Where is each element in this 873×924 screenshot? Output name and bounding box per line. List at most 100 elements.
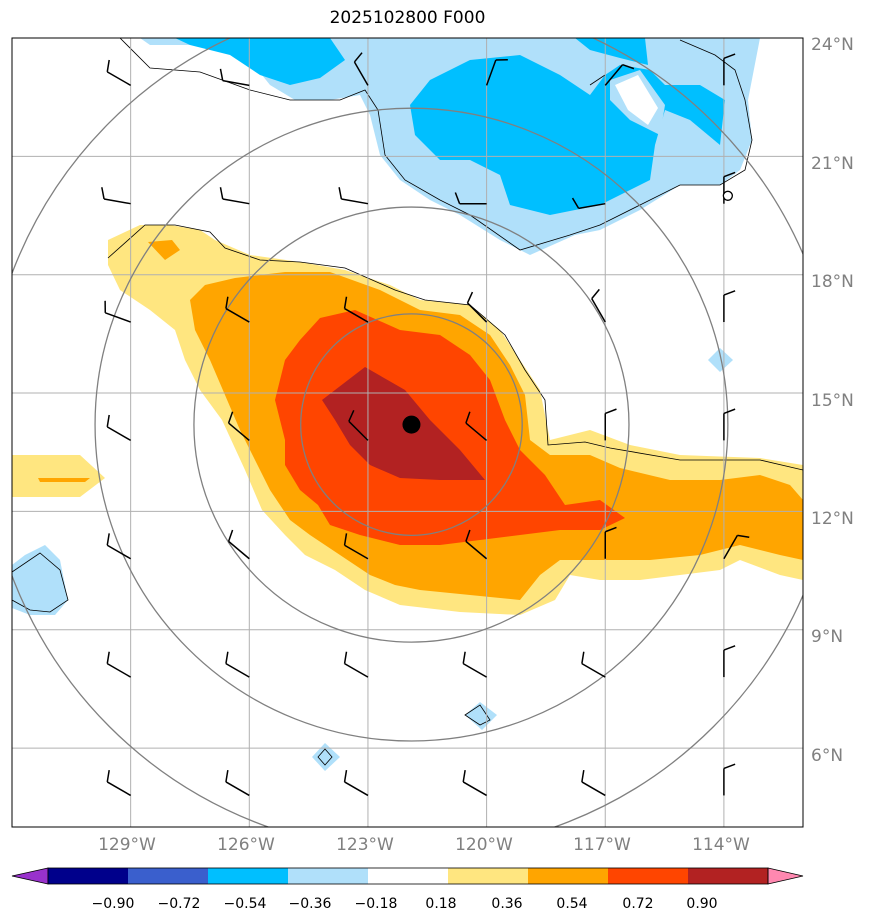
colorbar-swatch xyxy=(288,868,369,884)
colorbar-labels: −0.90 −0.72 −0.54 −0.36 −0.18 0.18 0.36 … xyxy=(92,896,718,912)
range-ring xyxy=(94,107,729,742)
contour-lines xyxy=(12,38,803,766)
wind-barb xyxy=(581,651,606,678)
wind-barb-flag xyxy=(225,296,229,309)
wind-barb-staff xyxy=(106,781,132,797)
colorbar-swatch xyxy=(448,868,529,884)
wind-barb-staff xyxy=(462,781,487,797)
wind-barb-staff xyxy=(103,198,131,205)
wind-barb-staff xyxy=(581,662,606,678)
storm-center-marker xyxy=(402,415,421,434)
wind-barb-flag xyxy=(343,769,348,783)
wind-barb xyxy=(571,197,606,210)
lon-label-120w: 120°W xyxy=(455,835,513,855)
wind-barb xyxy=(353,52,369,86)
wind-barb-staff xyxy=(106,544,132,560)
wind-barb xyxy=(581,769,606,797)
wind-barb xyxy=(604,408,617,441)
lat-label-9: 9°N xyxy=(811,627,843,647)
colorbar-outline xyxy=(47,867,769,885)
wind-barb-flag xyxy=(462,769,466,783)
wind-barb-flag xyxy=(604,408,617,415)
colorbar-swatch xyxy=(368,868,449,884)
colorbar-label: −0.18 xyxy=(355,896,398,912)
wind-barb-flag xyxy=(466,291,474,304)
colorbar-label: 0.54 xyxy=(556,896,587,912)
colorbar-label: 0.36 xyxy=(491,896,522,912)
colorbar-extend-high xyxy=(767,867,804,885)
wind-barb-staff xyxy=(723,534,739,560)
wind-barb xyxy=(343,296,369,323)
wind-barb-staff xyxy=(465,540,488,560)
lat-label-15: 15°N xyxy=(811,391,854,411)
lat-tick-labels: 24°N 21°N 18°N 15°N 12°N 9°N 6°N xyxy=(811,35,854,766)
wind-barb-flag xyxy=(465,529,471,542)
range-ring xyxy=(300,313,523,536)
wind-barb xyxy=(12,321,13,323)
wind-barb xyxy=(227,411,250,441)
wind-barb-staff xyxy=(12,794,13,796)
lon-label-126w: 126°W xyxy=(217,835,275,855)
colorbar-swatch xyxy=(208,868,289,884)
wind-barb xyxy=(485,59,508,86)
wind-barb xyxy=(723,408,736,441)
wind-barb-staff xyxy=(222,198,250,205)
wind-barb-flag xyxy=(219,68,224,81)
wind-barb-flag xyxy=(106,769,110,783)
wind-barb xyxy=(723,290,736,323)
colorbar-swatch xyxy=(48,868,129,884)
wind-barb xyxy=(219,187,250,205)
wind-barb-staff xyxy=(466,302,488,323)
wind-barb-staff xyxy=(12,676,13,678)
wind-barb-staff xyxy=(225,781,250,797)
wind-barb-flag xyxy=(454,192,461,204)
wind-barb-flag xyxy=(723,53,736,60)
wind-barb xyxy=(723,53,736,86)
wind-barb-staff xyxy=(578,202,606,210)
wind-barb-staff xyxy=(12,439,13,441)
wind-barb-flag xyxy=(106,414,110,428)
wind-barb xyxy=(348,410,369,441)
colorbar-label: 0.72 xyxy=(622,896,653,912)
wind-barb-flag xyxy=(106,59,110,72)
wind-barb xyxy=(604,63,635,86)
wind-barb xyxy=(12,439,13,441)
wind-barb xyxy=(101,187,131,205)
colorbar-label: −0.54 xyxy=(224,896,267,912)
wind-barb-flag xyxy=(581,651,585,664)
wind-barb-flag xyxy=(581,769,585,783)
wind-barb xyxy=(225,769,250,797)
wind-barb xyxy=(227,529,250,560)
wind-barb xyxy=(225,651,250,678)
wind-barb xyxy=(343,769,369,797)
wind-barb xyxy=(12,676,13,678)
wind-barb-staff xyxy=(225,662,250,678)
wind-barb-flag xyxy=(723,645,736,651)
wind-barb-flag xyxy=(723,408,736,415)
lon-label-117w: 117°W xyxy=(573,835,631,855)
range-rings xyxy=(12,38,803,827)
wind-barb-flag xyxy=(227,529,234,542)
wind-barb xyxy=(465,529,488,560)
wind-barb-flag xyxy=(343,296,348,309)
wind-barb-flag xyxy=(348,410,355,422)
wind-barb xyxy=(462,769,487,797)
wind-barb-staff xyxy=(341,198,369,205)
wind-barb-staff xyxy=(591,298,606,323)
colorbar-label: −0.90 xyxy=(92,896,135,912)
wind-barb xyxy=(12,84,13,86)
wind-barb xyxy=(343,533,369,560)
plot-title: 2025102800 F000 xyxy=(329,8,486,28)
wind-barb xyxy=(12,794,13,796)
colorbar xyxy=(11,867,804,885)
wind-barb-flag xyxy=(106,533,110,546)
wind-barb xyxy=(106,533,132,560)
wind-barb-staff xyxy=(348,420,369,441)
colorbar-label: −0.36 xyxy=(289,896,332,912)
wind-barb xyxy=(106,414,132,442)
wind-barb-flag xyxy=(343,651,348,664)
wind-barb-staff xyxy=(353,61,369,86)
wind-barb-staff xyxy=(105,312,131,323)
wind-barb xyxy=(466,291,488,323)
